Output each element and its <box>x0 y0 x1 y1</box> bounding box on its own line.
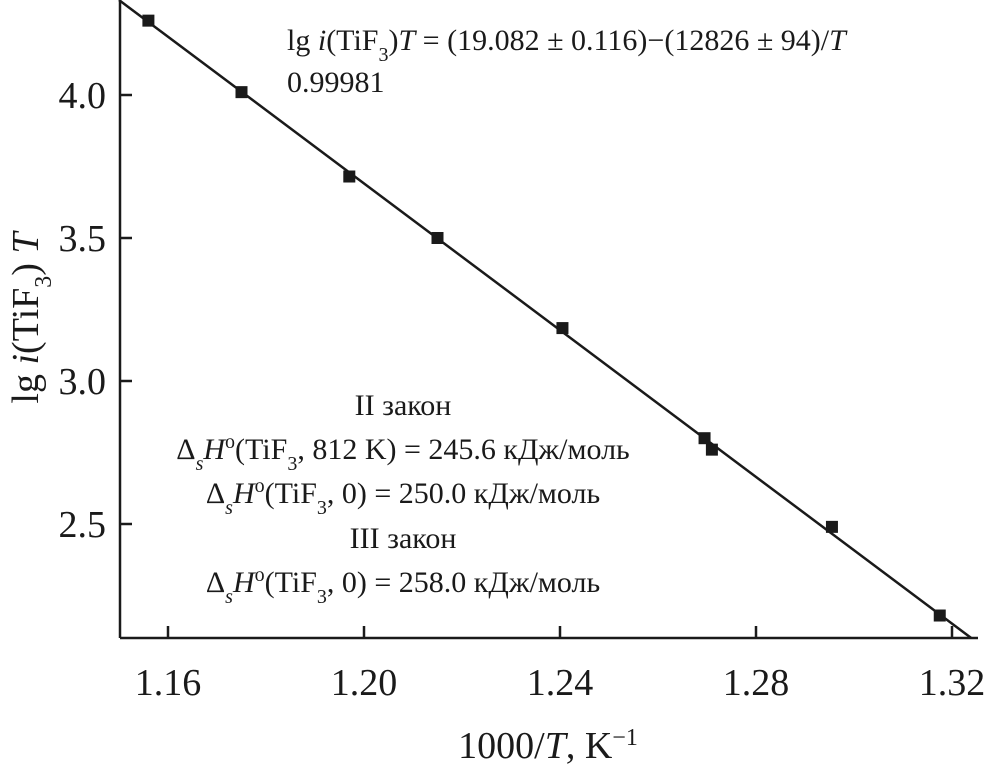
data-points <box>142 14 946 622</box>
y-tick-label: 3.5 <box>59 218 107 260</box>
data-point <box>698 432 711 445</box>
x-tick-label: 1.24 <box>527 662 594 704</box>
y-tick-label: 3.0 <box>59 361 107 403</box>
law3-line1: ΔsHo(TiF3, 0) = 258.0 кДж/моль <box>206 564 600 608</box>
data-point <box>431 232 444 244</box>
data-point <box>705 443 718 456</box>
r-value-annotation: 0.99981 <box>287 66 385 99</box>
y-tick-label: 2.5 <box>59 504 107 546</box>
law2-line1: ΔsHo(TiF3, 812 K) = 245.6 кДж/моль <box>176 431 629 475</box>
x-axis-title: 1000/T, K−1 <box>458 725 638 767</box>
law3-title: III закон <box>350 522 457 555</box>
x-tick-label: 1.28 <box>723 662 790 704</box>
data-point <box>142 14 155 27</box>
equation-annotation: lg i(TiF3)T = (19.082 ± 0.116)−(12826 ± … <box>287 24 848 66</box>
data-point <box>825 520 838 533</box>
axis-ticks: 1.16 1.20 1.24 1.28 1.32 2.5 3.0 3.5 4.0 <box>59 75 986 704</box>
y-tick-label: 4.0 <box>59 75 107 117</box>
data-point <box>556 322 569 335</box>
law2-line2: ΔsHo(TiF3, 0) = 250.0 кДж/моль <box>206 475 600 519</box>
data-point <box>235 86 248 99</box>
x-tick-label: 1.16 <box>135 662 202 704</box>
x-tick-label: 1.32 <box>919 662 986 704</box>
y-axis-title: lg i(TiF3) T <box>5 230 57 404</box>
data-point <box>933 609 946 622</box>
x-tick-label: 1.20 <box>331 662 398 704</box>
law2-title: II закон <box>355 389 452 422</box>
data-point <box>343 170 356 183</box>
